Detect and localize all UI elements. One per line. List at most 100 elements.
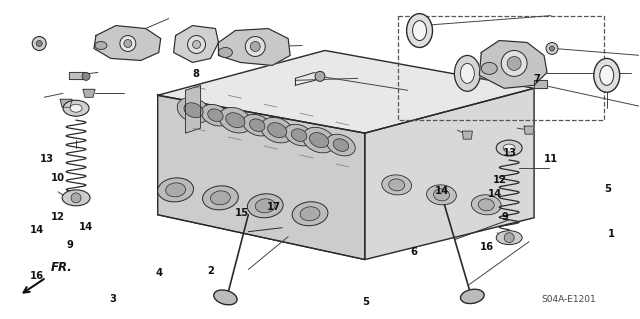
Ellipse shape [461,289,484,304]
Text: 12: 12 [51,212,65,222]
Polygon shape [60,99,72,107]
Text: 9: 9 [66,240,73,250]
Polygon shape [534,80,547,88]
Text: 11: 11 [543,154,558,164]
Text: 17: 17 [267,202,281,211]
Polygon shape [479,41,547,88]
Ellipse shape [496,231,522,245]
Ellipse shape [63,100,89,116]
Circle shape [188,35,205,54]
Ellipse shape [261,117,294,143]
Circle shape [315,71,325,81]
Text: 10: 10 [51,173,65,183]
Text: FR.: FR. [51,262,73,274]
Ellipse shape [177,97,210,123]
Circle shape [120,35,136,51]
Ellipse shape [268,123,287,137]
Text: 2: 2 [207,266,214,276]
Polygon shape [94,26,161,60]
Text: 14: 14 [78,222,93,233]
Text: 15: 15 [235,208,250,218]
Text: S04A-E1201: S04A-E1201 [541,295,596,304]
Text: 13: 13 [503,148,517,158]
Ellipse shape [250,119,265,131]
Circle shape [82,72,90,80]
Text: 16: 16 [480,242,494,252]
Text: 3: 3 [109,293,116,304]
Text: 5: 5 [362,297,369,307]
Ellipse shape [201,104,230,126]
Ellipse shape [208,109,223,122]
Circle shape [36,41,42,47]
Text: 7: 7 [533,73,540,84]
Ellipse shape [406,14,433,48]
Polygon shape [157,50,534,133]
Polygon shape [218,29,290,65]
Ellipse shape [600,65,614,85]
Ellipse shape [62,190,90,206]
Ellipse shape [503,144,515,152]
Ellipse shape [184,103,203,118]
Polygon shape [365,88,534,260]
Ellipse shape [303,127,335,153]
Circle shape [550,46,554,51]
Ellipse shape [460,63,474,83]
Text: 6: 6 [411,247,418,256]
Circle shape [501,50,527,76]
Ellipse shape [202,186,238,210]
Ellipse shape [95,41,107,49]
Ellipse shape [472,195,501,215]
Polygon shape [462,131,472,139]
Ellipse shape [285,124,314,146]
Circle shape [250,41,260,51]
Ellipse shape [413,21,426,41]
Circle shape [124,40,132,48]
Ellipse shape [388,179,404,191]
Ellipse shape [166,183,186,197]
Ellipse shape [496,140,522,156]
Ellipse shape [309,133,328,148]
Ellipse shape [214,290,237,305]
Ellipse shape [211,191,230,205]
Text: 16: 16 [29,271,44,281]
Ellipse shape [382,175,412,195]
Ellipse shape [454,56,480,91]
Text: 4: 4 [156,268,163,278]
Ellipse shape [427,185,456,205]
Text: 14: 14 [29,225,44,235]
Polygon shape [157,95,365,260]
Ellipse shape [255,199,275,213]
Ellipse shape [326,134,355,156]
Circle shape [71,193,81,203]
Circle shape [32,37,46,50]
Circle shape [546,42,558,55]
Ellipse shape [70,104,82,112]
Circle shape [245,37,265,56]
Ellipse shape [292,202,328,226]
Ellipse shape [594,58,620,92]
Ellipse shape [157,178,193,202]
Ellipse shape [478,199,494,211]
Ellipse shape [333,139,349,151]
Polygon shape [69,72,84,79]
Polygon shape [186,85,200,133]
Ellipse shape [247,194,283,218]
Polygon shape [524,126,534,134]
Text: 9: 9 [501,212,508,222]
Circle shape [193,41,200,48]
Polygon shape [173,26,218,63]
Circle shape [507,56,521,70]
Ellipse shape [300,207,320,221]
Circle shape [504,233,514,243]
Text: 5: 5 [605,184,612,194]
Ellipse shape [219,108,252,133]
Ellipse shape [226,113,245,128]
Ellipse shape [433,189,449,201]
Text: 14: 14 [488,189,502,199]
Polygon shape [83,89,95,97]
Text: 14: 14 [435,186,449,196]
Text: 13: 13 [40,154,54,164]
Ellipse shape [481,63,497,74]
Ellipse shape [218,48,232,57]
Ellipse shape [243,114,271,136]
